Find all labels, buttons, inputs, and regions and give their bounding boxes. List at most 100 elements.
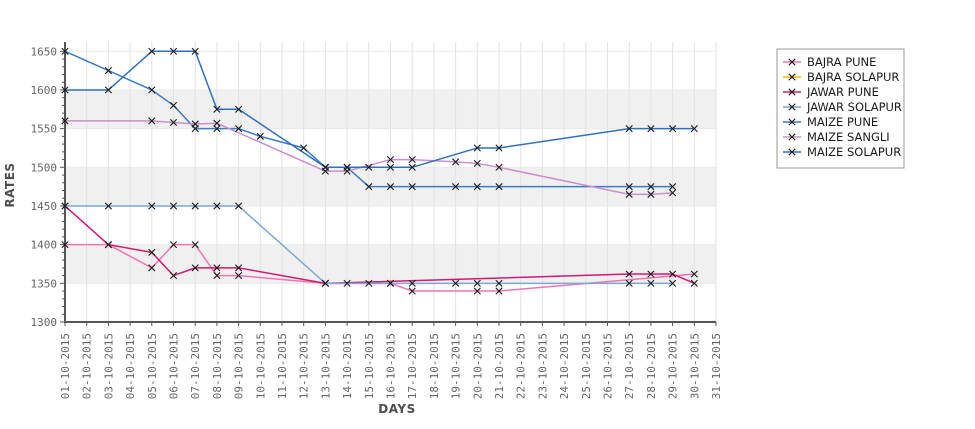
x-tick-label: 27-10-2015 <box>623 333 636 399</box>
x-marker <box>169 47 178 55</box>
x-marker <box>473 183 481 191</box>
x-tick-label: 02-10-2015 <box>81 333 94 399</box>
x-marker <box>625 125 633 133</box>
x-tick-label: 24-10-2015 <box>558 333 571 399</box>
x-tick-label: 26-10-2015 <box>602 333 615 399</box>
legend-item-maize-pune: MAIZE PUNE <box>783 115 878 129</box>
x-marker <box>321 279 329 287</box>
x-tick-label: 06-10-2015 <box>168 333 181 399</box>
x-marker <box>473 159 481 168</box>
x-marker <box>148 86 156 94</box>
x-marker <box>169 241 178 249</box>
x-marker <box>669 189 677 197</box>
y-tick-label: 1350 <box>31 277 58 290</box>
y-axis-title: RATES <box>3 162 17 207</box>
x-marker <box>343 279 351 287</box>
x-marker <box>169 272 178 280</box>
x-marker <box>169 101 178 110</box>
x-marker <box>473 279 481 287</box>
y-axis-ticks: 1300 1350 1400 1450 1500 1550 1600 1650 <box>31 45 65 329</box>
x-tick-label: 11-10-2015 <box>276 333 289 399</box>
x-tick-label: 22-10-2015 <box>515 333 528 399</box>
x-marker <box>61 241 69 249</box>
x-marker <box>148 47 156 55</box>
x-marker <box>321 163 329 171</box>
x-tick-label: 07-10-2015 <box>189 333 202 399</box>
x-marker <box>191 202 199 210</box>
legend-x-marker <box>788 148 796 156</box>
x-marker <box>495 279 503 287</box>
x-marker <box>452 183 460 191</box>
x-tick-label: 20-10-2015 <box>471 333 484 399</box>
x-tick-label: 01-10-2015 <box>59 333 72 399</box>
legend-item-maize-sangli: MAIZE SANGLI <box>783 130 890 144</box>
x-marker <box>647 183 655 191</box>
x-marker <box>235 264 243 272</box>
legend-label: MAIZE SOLAPUR <box>807 145 901 159</box>
legend-label: BAJRA PUNE <box>807 55 876 69</box>
legend-item-maize-solapur: MAIZE SOLAPUR <box>783 145 901 159</box>
x-marker <box>256 132 264 140</box>
x-marker <box>365 183 373 191</box>
x-marker <box>495 144 503 152</box>
x-marker <box>235 125 243 133</box>
x-marker <box>148 264 156 272</box>
legend-label: JAWAR SOLAPUR <box>806 100 902 114</box>
x-marker <box>213 105 221 113</box>
x-marker <box>625 183 633 191</box>
x-marker <box>625 190 633 198</box>
legend-x-marker <box>788 73 796 81</box>
x-tick-label: 25-10-2015 <box>580 333 593 399</box>
x-marker <box>408 155 416 164</box>
x-marker <box>386 163 395 171</box>
x-marker <box>148 248 156 256</box>
legend-item-jawar-pune: JAWAR PUNE <box>783 85 879 99</box>
data-point-markers <box>61 47 698 295</box>
x-tick-label: 30-10-2015 <box>688 333 701 399</box>
x-tick-label: 10-10-2015 <box>254 333 267 399</box>
y-tick-label: 1300 <box>31 316 58 329</box>
x-tick-label: 29-10-2015 <box>667 333 680 399</box>
legend-x-marker <box>788 133 796 141</box>
x-marker <box>647 270 655 278</box>
legend-x-marker <box>788 88 796 96</box>
x-tick-label: 15-10-2015 <box>363 333 376 399</box>
legend-label: JAWAR PUNE <box>806 85 879 99</box>
x-marker <box>647 125 655 133</box>
legend-label: BAJRA SOLAPUR <box>807 70 899 84</box>
x-marker <box>408 183 416 191</box>
x-marker <box>191 47 199 55</box>
x-tick-label: 03-10-2015 <box>102 333 115 399</box>
x-marker <box>386 183 395 191</box>
x-marker <box>148 117 156 125</box>
legend-x-marker <box>788 103 796 111</box>
x-axis-title: DAYS <box>378 402 415 416</box>
x-marker <box>647 190 655 198</box>
x-marker <box>473 287 481 295</box>
y-tick-label: 1400 <box>31 239 58 252</box>
x-marker <box>343 163 351 171</box>
y-tick-label: 1550 <box>31 123 58 136</box>
x-marker <box>669 279 677 287</box>
x-marker <box>386 155 395 164</box>
x-tick-label: 12-10-2015 <box>298 333 311 399</box>
x-marker <box>191 120 199 128</box>
x-tick-label: 17-10-2015 <box>406 333 419 399</box>
x-tick-label: 09-10-2015 <box>233 333 246 399</box>
x-tick-label: 18-10-2015 <box>428 333 441 399</box>
x-marker <box>148 202 156 210</box>
legend-x-marker <box>788 58 796 66</box>
series-line-jawar-pune <box>64 205 695 285</box>
x-marker <box>191 264 199 272</box>
x-tick-label: 31-10-2015 <box>710 333 723 399</box>
x-marker <box>235 105 243 113</box>
x-marker <box>365 163 373 171</box>
x-tick-label: 05-10-2015 <box>146 333 159 399</box>
x-tick-label: 13-10-2015 <box>319 333 332 399</box>
x-marker <box>213 272 221 280</box>
legend-item-bajra-solapur: BAJRA SOLAPUR <box>783 70 899 84</box>
x-marker <box>408 287 416 295</box>
x-marker <box>408 279 416 287</box>
x-marker <box>386 279 395 287</box>
